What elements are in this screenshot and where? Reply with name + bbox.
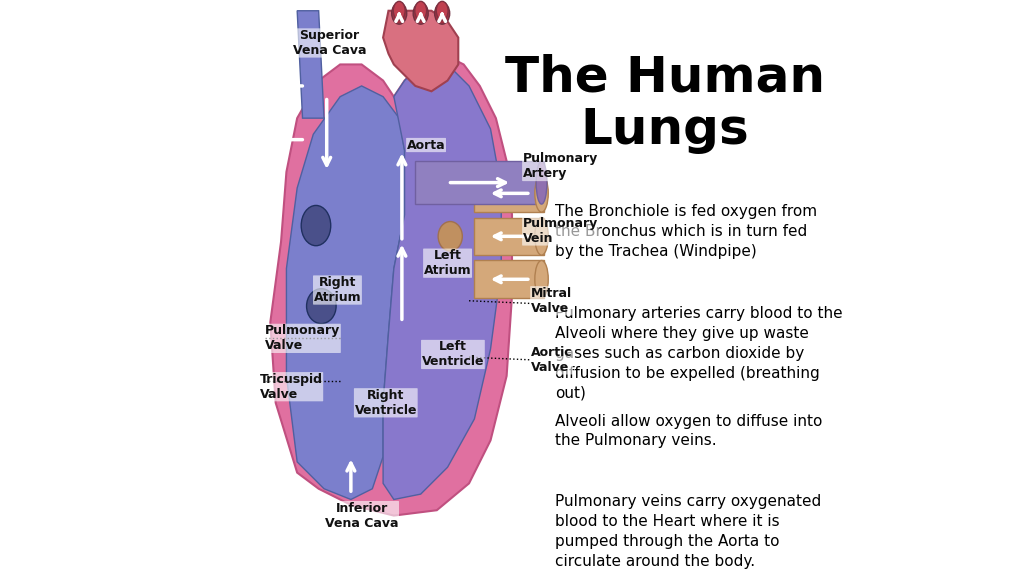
Text: Tricuspid
Valve: Tricuspid Valve bbox=[259, 373, 323, 401]
Ellipse shape bbox=[436, 1, 449, 20]
Text: Pulmonary arteries carry blood to the
Alveoli where they give up waste
gases suc: Pulmonary arteries carry blood to the Al… bbox=[555, 306, 843, 400]
Polygon shape bbox=[383, 11, 459, 92]
Text: Pulmonary
Artery: Pulmonary Artery bbox=[522, 153, 598, 180]
Polygon shape bbox=[474, 218, 544, 255]
Ellipse shape bbox=[535, 218, 548, 255]
Polygon shape bbox=[416, 161, 544, 204]
Text: Aorta: Aorta bbox=[407, 138, 445, 151]
Text: Mitral
Valve: Mitral Valve bbox=[530, 287, 572, 314]
Text: Inferior
Vena Cava: Inferior Vena Cava bbox=[325, 502, 398, 529]
Text: The Human
Lungs: The Human Lungs bbox=[505, 54, 825, 154]
Ellipse shape bbox=[301, 206, 331, 246]
Ellipse shape bbox=[306, 289, 336, 324]
Text: Pulmonary
Valve: Pulmonary Valve bbox=[265, 324, 340, 353]
Polygon shape bbox=[383, 65, 502, 499]
Polygon shape bbox=[474, 260, 544, 298]
Polygon shape bbox=[287, 86, 404, 499]
Ellipse shape bbox=[393, 1, 406, 20]
Polygon shape bbox=[474, 175, 544, 212]
Ellipse shape bbox=[415, 1, 427, 20]
Text: Alveoli allow oxygen to diffuse into
the Pulmonary veins.: Alveoli allow oxygen to diffuse into the… bbox=[555, 414, 822, 448]
Text: Superior
Vena Cava: Superior Vena Cava bbox=[293, 29, 367, 57]
Text: Aortic
Valve: Aortic Valve bbox=[530, 346, 572, 374]
Ellipse shape bbox=[535, 175, 548, 212]
Text: Left
Ventricle: Left Ventricle bbox=[422, 340, 484, 369]
Polygon shape bbox=[270, 54, 512, 516]
Text: Left
Atrium: Left Atrium bbox=[424, 249, 471, 277]
Ellipse shape bbox=[438, 222, 462, 251]
Text: Right
Atrium: Right Atrium bbox=[313, 276, 361, 304]
Ellipse shape bbox=[434, 3, 450, 24]
Text: Right
Ventricle: Right Ventricle bbox=[354, 389, 417, 417]
Polygon shape bbox=[297, 11, 324, 118]
Text: Pulmonary
Vein: Pulmonary Vein bbox=[522, 217, 598, 245]
Ellipse shape bbox=[537, 161, 547, 204]
Text: The Bronchiole is fed oxygen from
the Bronchus which is in turn fed
by the Trach: The Bronchiole is fed oxygen from the Br… bbox=[555, 204, 817, 259]
Ellipse shape bbox=[392, 3, 407, 24]
Ellipse shape bbox=[535, 260, 548, 298]
Ellipse shape bbox=[413, 3, 428, 24]
Text: Pulmonary veins carry oxygenated
blood to the Heart where it is
pumped through t: Pulmonary veins carry oxygenated blood t… bbox=[555, 494, 821, 569]
